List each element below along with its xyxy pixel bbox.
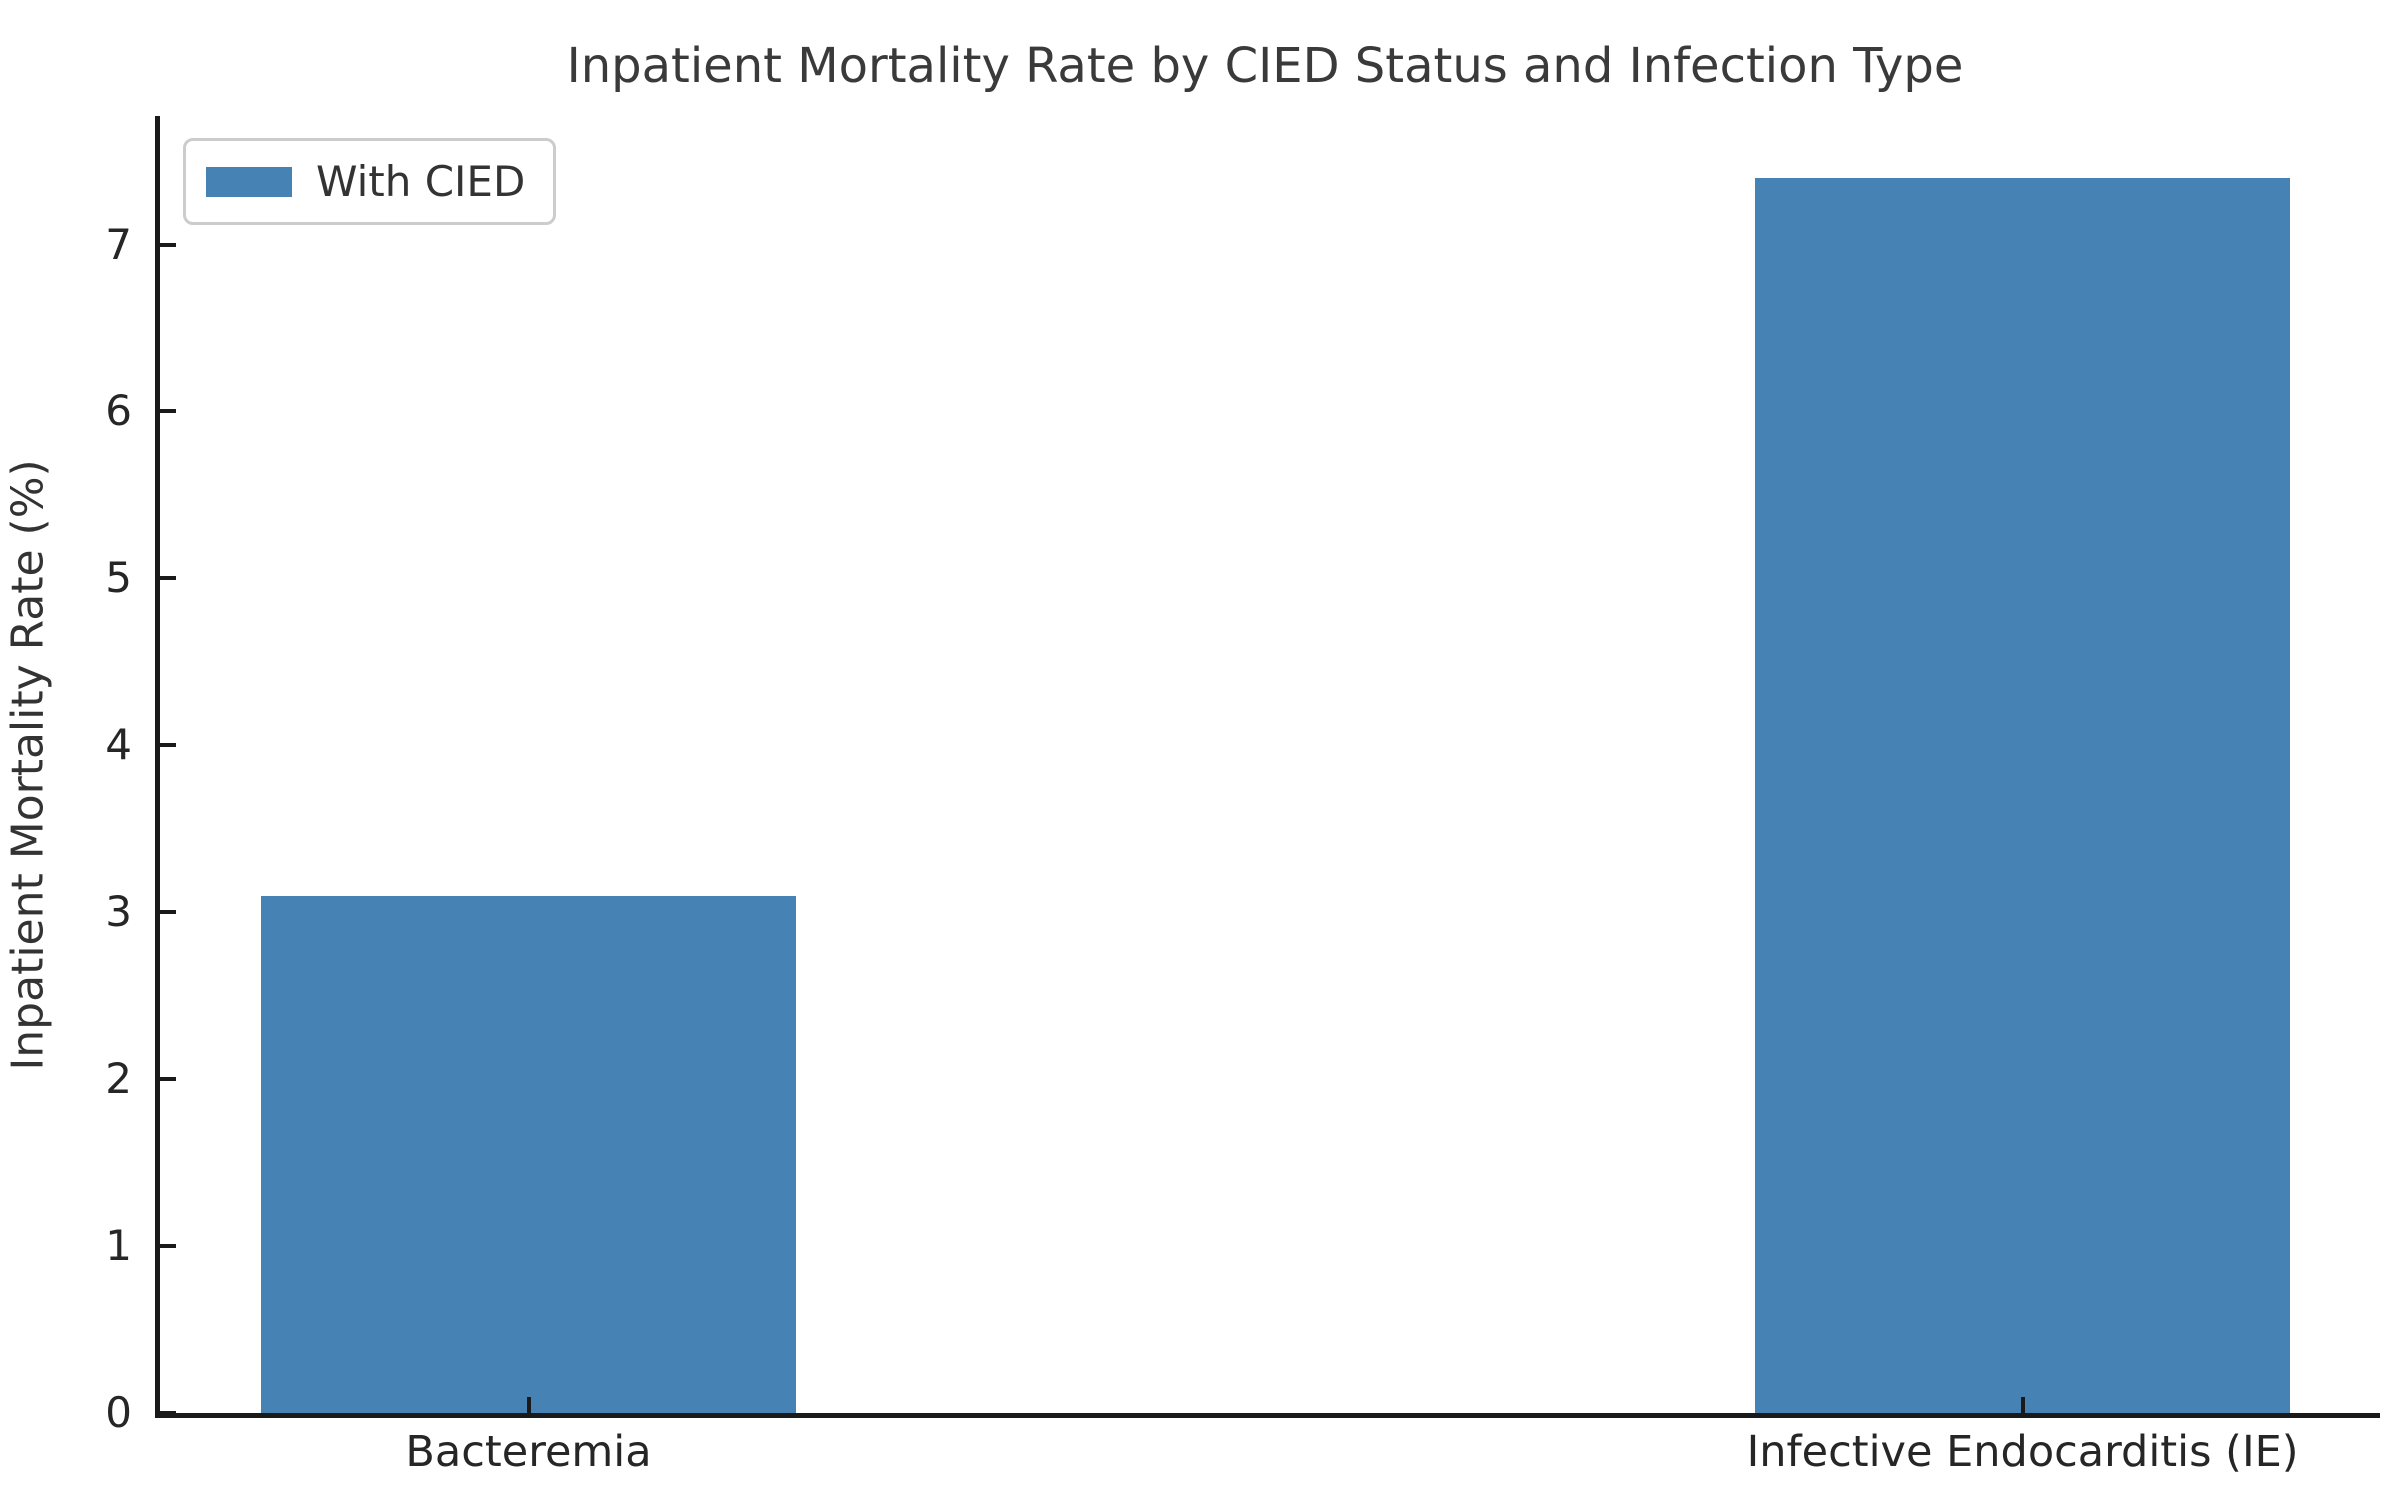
x-axis-tick [526, 1397, 531, 1413]
bar-bacteremia [261, 895, 797, 1413]
legend-swatch-with-cied [206, 166, 292, 197]
y-axis-tick [160, 409, 176, 414]
y-axis-tick-label: 4 [105, 720, 132, 770]
y-axis-tick-label: 1 [105, 1221, 132, 1271]
y-axis-label: Inpatient Mortality Rate (%) [2, 459, 54, 1071]
y-axis-tick-label: 2 [105, 1054, 132, 1104]
x-axis-tick-label: Bacteremia [405, 1427, 652, 1477]
y-axis-tick [160, 576, 176, 581]
y-axis-tick-label: 6 [105, 386, 132, 436]
y-axis-tick [160, 1077, 176, 1082]
bar-infective-endocarditis-ie [1755, 177, 2291, 1413]
x-axis-tick-label: Infective Endocarditis (IE) [1746, 1427, 2299, 1477]
y-axis-tick [160, 242, 176, 247]
legend: With CIED [183, 138, 557, 225]
y-axis-tick-label: 7 [105, 219, 132, 269]
y-axis-tick-label: 5 [105, 553, 132, 603]
chart-title: Inpatient Mortality Rate by CIED Status … [566, 38, 1964, 94]
legend-label-with-cied: With CIED [316, 157, 526, 206]
y-axis-tick [160, 743, 176, 748]
plot-area: With CIED 0 1 2 3 4 5 6 7 Bacteremia Infective En… [105, 116, 2380, 1474]
y-axis-tick [160, 910, 176, 915]
y-axis-tick-label: 3 [105, 887, 132, 937]
y-axis-tick [160, 1411, 176, 1415]
x-axis-tick [2020, 1397, 2025, 1413]
y-axis-tick-label: 0 [105, 1388, 132, 1437]
y-axis-tick [160, 1244, 176, 1249]
